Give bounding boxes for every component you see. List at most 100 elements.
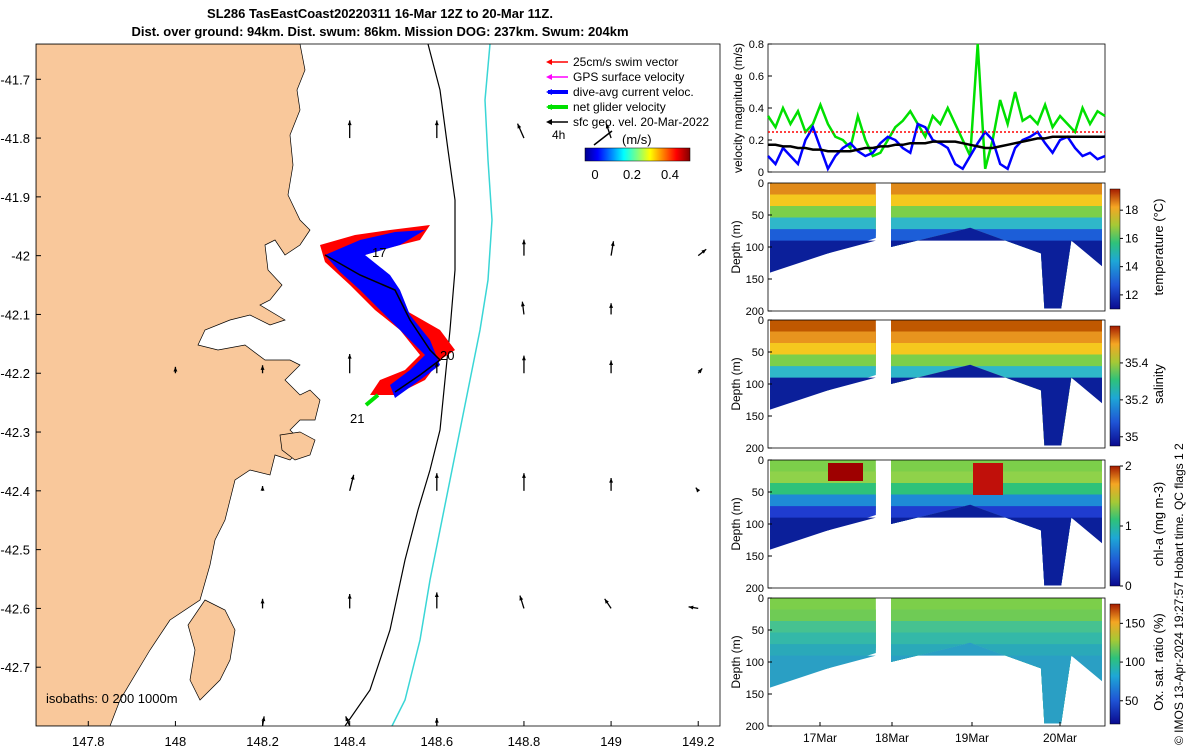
section-band [891, 227, 1102, 309]
net-glider-velocity-arrow [364, 393, 380, 407]
sfc-geo-vector [519, 595, 525, 609]
map-ytick-label: -42.7 [0, 660, 30, 675]
map-xtick-label: 148.4 [333, 734, 366, 749]
section-band [891, 642, 1102, 724]
section-ylabel: Depth (m) [729, 220, 743, 273]
velocity-series-line [766, 43, 1106, 170]
section-ytick-label: 0 [758, 178, 764, 190]
time-tick-label: 17Mar [803, 731, 837, 745]
legend-entry: 25cm/s swim vector [546, 55, 678, 69]
sfc-geo-vector [434, 473, 439, 491]
section-colorbar [1109, 325, 1121, 447]
colorbar-tick-label: 35.4 [1125, 356, 1149, 370]
section-ytick-label: 100 [746, 657, 764, 669]
section-colorbar-label: salinity [1151, 364, 1166, 404]
legend-4h: 4h [552, 128, 565, 142]
svg-text:25cm/s swim vector: 25cm/s swim vector [573, 55, 678, 69]
map-ytick-label: -41.9 [0, 190, 30, 205]
section-ylabel: Depth (m) [729, 357, 743, 410]
colorbar-tick-label: 18 [1125, 203, 1139, 217]
sfc-geo-vector [345, 716, 351, 726]
section-ylabel: Depth (m) [729, 497, 743, 550]
section-ytick-label: 50 [752, 347, 764, 359]
velocity-panel: 0 0.2 0.4 0.6 0.8 velocity magnitude (m/s) [731, 39, 1106, 179]
colorbar-tick-label: 14 [1125, 260, 1139, 274]
sfc-geo-vector [260, 365, 265, 374]
map-y-ticks: -41.7 -41.8 -41.9 -42 -42.1 -42.2 -42.3 -42.4 -4… [0, 72, 41, 675]
section-ytick-label: 150 [746, 274, 764, 286]
sfc-geo-vector [434, 362, 439, 374]
isobath-label: isobaths: 0 200 1000m [46, 691, 178, 706]
sfc-geo-vector [605, 123, 612, 139]
section-ytick-label: 200 [746, 721, 764, 733]
section-ytick-label: 0 [758, 315, 764, 327]
sfc-geo-vector [516, 123, 525, 139]
island [187, 599, 236, 701]
sfc-geo-vector [349, 474, 355, 491]
colorbar-tick-label: 50 [1125, 694, 1139, 708]
sfc-geo-vector [609, 303, 614, 315]
svg-text:sfc geo. vel. 20-Mar-2022: sfc geo. vel. 20-Mar-2022 [573, 115, 709, 129]
section-ytick-label: 50 [752, 487, 764, 499]
sfc-geo-vector [695, 487, 701, 493]
map-ytick-label: -42.4 [0, 484, 30, 499]
section-ylabel: Depth (m) [729, 635, 743, 688]
sfc-geo-vector [610, 241, 615, 256]
map-ytick-label: -42.5 [0, 543, 30, 558]
svg-text:GPS surface velocity: GPS surface velocity [573, 70, 684, 84]
map-xtick-label: 149.2 [682, 734, 715, 749]
track-label-21: 21 [350, 411, 364, 426]
sfc-geo-vector [609, 478, 614, 491]
colorbar-tick-label: 35.2 [1125, 393, 1149, 407]
sfc-geo-vector [347, 594, 352, 609]
section-colorbar-label: chl-a (mg m-3) [1151, 482, 1166, 567]
chl-hotspot [828, 463, 863, 481]
section-band [770, 377, 876, 410]
sfc-geo-vector [697, 248, 707, 257]
section-ytick-label: 200 [746, 443, 764, 455]
section-ytick-label: 150 [746, 689, 764, 701]
velocity-series-line [768, 135, 1105, 153]
svg-text:net glider velocity: net glider velocity [573, 100, 666, 114]
map-xtick-label: 148.6 [421, 734, 454, 749]
sfc-geo-vector [434, 120, 439, 139]
sfc-geo-vector [522, 239, 526, 256]
section-band [891, 504, 1102, 586]
section-ytick-label: 50 [752, 625, 764, 637]
sfc-geo-vectors [173, 120, 707, 726]
section-colorbar-label: Ox. sat. ratio (%) [1151, 613, 1166, 711]
section-colorbar [1109, 603, 1121, 725]
map-ytick-label: -42 [11, 249, 30, 264]
legend-entry: dive-avg current veloc. [546, 85, 694, 99]
map-ytick-label: -42.6 [0, 601, 30, 616]
svg-text:dive-avg current veloc.: dive-avg current veloc. [573, 85, 694, 99]
colorbar-tick-label: 2 [1125, 459, 1132, 473]
sfc-geo-vector [260, 598, 265, 609]
legend-entry: sfc geo. vel. 20-Mar-2022 [546, 115, 709, 129]
section-ytick-label: 150 [746, 411, 764, 423]
velocity-ylabel: velocity magnitude (m/s) [731, 43, 745, 173]
colorbar-title: (m/s) [622, 132, 652, 147]
chl-hotspot [973, 463, 1003, 495]
map-xtick-label: 148.2 [246, 734, 279, 749]
velocity-ytick-label: 0 [758, 167, 764, 179]
isobath-1000m [391, 44, 493, 726]
chart-title-line2: Dist. over ground: 94km. Dist. swum: 86k… [131, 24, 629, 39]
sfc-geo-vector [260, 486, 265, 491]
colorbar-tick-label: 150 [1125, 616, 1145, 630]
section-ytick-label: 0 [758, 593, 764, 605]
time-tick-label: 19Mar [955, 731, 989, 745]
track-label-20: 20 [440, 348, 454, 363]
section-ytick-label: 50 [752, 210, 764, 222]
island [279, 431, 316, 461]
time-tick-label: 20Mar [1043, 731, 1077, 745]
sfc-geo-vector [520, 301, 525, 315]
legend-4h-arrow [593, 130, 613, 146]
section-ytick-label: 200 [746, 583, 764, 595]
map-xtick-label: 149 [600, 734, 622, 749]
glider-track-line [324, 254, 442, 393]
section-band [770, 240, 876, 273]
